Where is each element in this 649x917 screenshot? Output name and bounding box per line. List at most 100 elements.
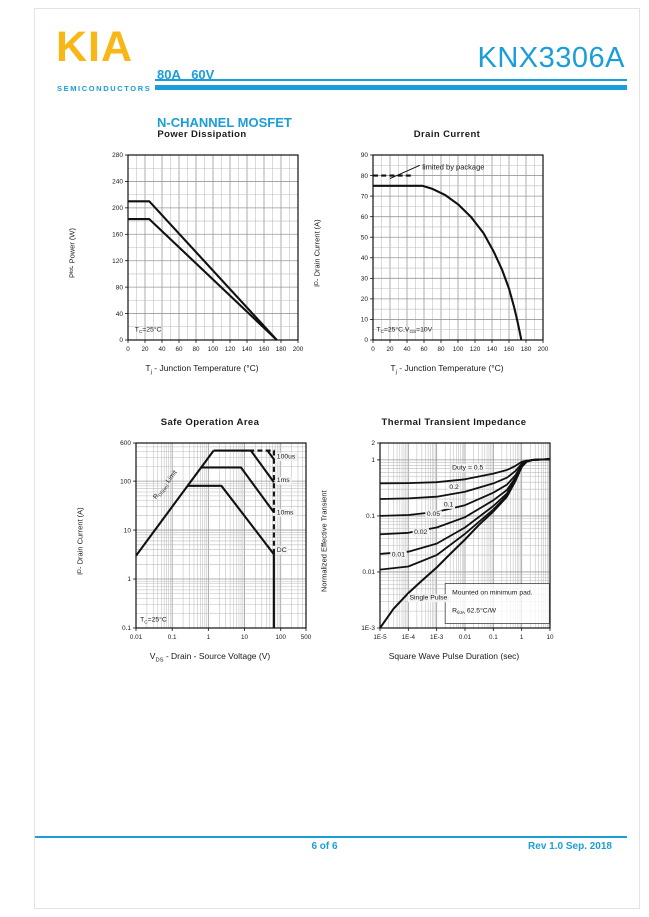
x-tick-label: 40: [158, 346, 166, 353]
x-tick-label: 80: [192, 346, 200, 353]
y-tick-label: 100: [120, 478, 131, 485]
annotation: Mounted on minimum pad.: [452, 589, 533, 596]
label-segment: - Drain Current (A): [75, 507, 85, 569]
x-tick-label: 120: [470, 346, 481, 353]
y-tick-label: 50: [361, 234, 369, 241]
x-tick-label: 180: [276, 346, 287, 353]
y-tick-label: 0: [364, 337, 368, 344]
header-rule-thin: [155, 79, 627, 81]
x-tick-label: 0: [371, 346, 375, 353]
x-tick-label: 0: [126, 346, 130, 353]
annotation: Duty = 0.5: [452, 464, 483, 471]
plot-safe-operation-area: 0.01 0.1 1 10 100 500 0.1 1 10 100 600 RDS(on) Limi…: [120, 440, 312, 641]
x-tick-label: 180: [521, 346, 532, 353]
footer-rule: [35, 836, 627, 838]
annotation-bg: [450, 463, 485, 472]
x-tick-label: 1: [520, 634, 524, 641]
annotation-bg: [412, 528, 430, 537]
y-tick-label: 600: [120, 440, 131, 447]
label-segment: DS: [155, 657, 164, 664]
y-tick-label: 0.01: [362, 569, 375, 576]
y-tick-label: 30: [361, 276, 369, 283]
y-tick-label: 1: [127, 576, 131, 583]
y-tick-label: 40: [116, 311, 124, 318]
curve-dc: [187, 484, 275, 628]
label-segment: P: [67, 273, 77, 279]
y-tick-label: 200: [112, 205, 123, 212]
y-tick-label: 80: [361, 173, 369, 180]
curve-leader-line: [389, 164, 421, 180]
curve-rdson-limit: [135, 449, 215, 557]
label-segment: Square Wave Pulse Duration (sec): [388, 651, 520, 661]
annotation: 0.2: [449, 484, 459, 491]
x-tick-label: 0.01: [459, 634, 472, 641]
x-tick-label: 160: [259, 346, 270, 353]
label-segment: V: [149, 651, 156, 661]
x-tick-label: 100: [208, 346, 219, 353]
curve-pulse-100us-power: [266, 449, 275, 460]
x-tick-label: 10: [241, 634, 249, 641]
label-segment: j: [395, 369, 397, 376]
x-tick-label: 10: [546, 634, 554, 641]
x-axis-label: Tj - Junction Temperature (°C): [104, 363, 300, 376]
y-tick-label: 20: [361, 296, 369, 303]
annotation-bg: [275, 508, 296, 517]
annotation: Single Pulse: [410, 595, 448, 602]
x-tick-label: 0.01: [130, 634, 143, 641]
y-tick-label: 2: [371, 440, 375, 447]
annotation: 0.05: [427, 511, 440, 518]
x-axis-label: VDS - Drain - Source Voltage (V): [112, 651, 308, 664]
x-tick-label: 100: [275, 634, 286, 641]
y-tick-label: 70: [361, 193, 369, 200]
label-segment: - Junction Temperature (°C): [151, 363, 259, 373]
annotation-bg: [442, 500, 456, 509]
y-tick-label: 0.1: [366, 513, 375, 520]
annotation: limited by package: [422, 162, 484, 171]
rating-line-2: N-CHANNEL MOSFET: [157, 115, 292, 130]
annotation: DC: [277, 547, 287, 554]
y-tick-label: 0: [119, 337, 123, 344]
x-tick-label: 500: [301, 634, 312, 641]
annotation: 1ms: [277, 477, 290, 484]
y-tick-label: 90: [361, 152, 369, 159]
annotation-bg: [390, 550, 407, 559]
annotation: TC=25°C,VGS=10V: [376, 325, 432, 334]
y-tick-label: 60: [361, 214, 369, 221]
y-tick-label: 80: [116, 284, 124, 291]
annotation-bg: [447, 483, 461, 492]
annotation-bg: [275, 452, 298, 461]
curve-pulse-1ms: [213, 449, 275, 483]
x-tick-label: 60: [420, 346, 428, 353]
curve-single-pulse: [379, 458, 551, 629]
chart-title: Safe Operation Area: [160, 417, 260, 428]
x-axis-label: Square Wave Pulse Duration (sec): [356, 651, 552, 661]
annotation: 100us: [277, 453, 296, 460]
label-segment: T: [390, 363, 396, 373]
x-axis-label: Tj - Junction Temperature (°C): [349, 363, 545, 376]
y-tick-label: 1: [371, 457, 375, 464]
annotation: 0.01: [392, 551, 405, 558]
y-tick-label: 120: [112, 258, 123, 265]
y-tick-label: 240: [112, 179, 123, 186]
annotation: 10ms: [277, 509, 294, 516]
label-segment: I: [75, 572, 85, 575]
y-tick-label: 10: [361, 317, 369, 324]
x-tick-label: 200: [293, 346, 304, 353]
annotation: 0.1: [444, 501, 454, 508]
x-tick-label: 40: [403, 346, 411, 353]
x-tick-label: 0.1: [168, 634, 177, 641]
label-segment: T: [145, 363, 151, 373]
x-tick-label: 1E-5: [373, 634, 387, 641]
x-tick-label: 1: [207, 634, 211, 641]
x-tick-label: 200: [538, 346, 549, 353]
x-tick-label: 60: [175, 346, 183, 353]
y-tick-label: 280: [112, 152, 123, 159]
kia-logo: KIA: [56, 23, 134, 71]
plot-drain-current: 0 20 40 60 80 100 120 140 160 180 200 0 10 20 30 40 50 60…: [361, 152, 549, 353]
revision-label: Rev 1.0 Sep. 2018: [528, 841, 612, 852]
annotation: 0.02: [414, 529, 427, 536]
